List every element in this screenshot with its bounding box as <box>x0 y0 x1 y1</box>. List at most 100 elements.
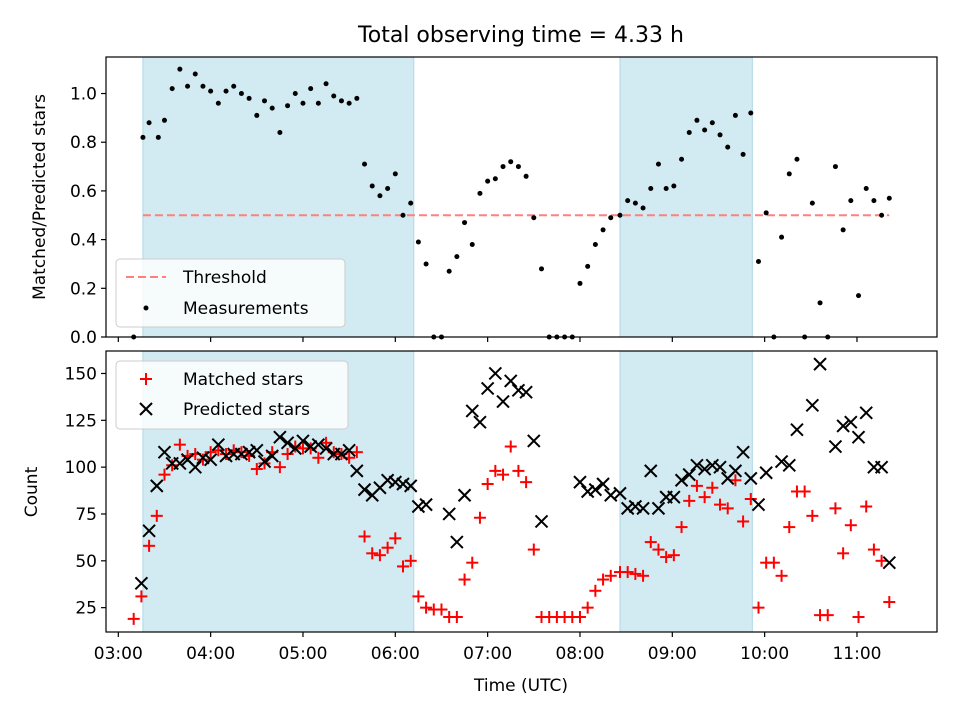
matched-point <box>489 464 502 477</box>
matched-point <box>466 556 479 569</box>
predicted-point <box>511 383 526 398</box>
measurement-point <box>840 227 846 233</box>
measurement-point <box>354 95 360 101</box>
matched-point <box>698 491 711 504</box>
matched-point <box>573 611 586 624</box>
measurement-point <box>140 134 146 140</box>
predicted-point <box>457 488 472 502</box>
legend-matched-swatch <box>140 373 152 385</box>
cross-b <box>265 449 279 463</box>
bottom-panel-x-ticks: 03:00 04:00 05:00 06:00 07:00 08:00 09:00 10:00… <box>94 632 881 664</box>
matched-point <box>652 543 665 556</box>
predicted-point <box>388 475 403 489</box>
x-axis-label: Time (UTC) <box>473 676 568 696</box>
measurement-point <box>625 198 631 204</box>
matched-point <box>250 463 263 476</box>
measurement-point <box>763 210 769 216</box>
cross-b <box>411 499 426 514</box>
measurement-point <box>694 117 700 123</box>
matched-point <box>744 492 757 505</box>
cross-b <box>150 479 164 493</box>
cross-b <box>350 464 364 478</box>
predicted-point <box>859 406 873 420</box>
bottom-panel-points <box>127 357 897 625</box>
cross-b <box>573 475 587 489</box>
predicted-point <box>813 357 827 371</box>
matched-point <box>783 521 796 534</box>
bottom-panel: 25 50 75 100 125 150 03:00 04:00 05:00 06:00 07:0… <box>22 350 938 664</box>
predicted-point <box>134 576 149 591</box>
x-tick-label: 11:00 <box>832 644 881 664</box>
cross-b <box>342 443 356 457</box>
cross-b <box>682 467 696 482</box>
cross-b <box>851 430 866 444</box>
x-tick-label: 03:00 <box>94 644 143 664</box>
predicted-point <box>828 439 843 454</box>
cross-b <box>836 419 850 433</box>
predicted-point <box>774 454 789 469</box>
predicted-point <box>342 443 356 457</box>
cross-b <box>504 374 518 388</box>
predicted-point <box>705 458 720 472</box>
predicted-point <box>534 514 549 529</box>
predicted-point <box>411 499 426 514</box>
matched-point <box>281 448 294 461</box>
predicted-point <box>613 486 627 501</box>
cross-b <box>319 441 333 456</box>
measurement-point <box>392 171 398 177</box>
measurement-point <box>577 280 583 286</box>
predicted-point <box>744 471 758 486</box>
predicted-point <box>265 449 279 463</box>
measurement-point <box>238 91 244 97</box>
shaded-span <box>619 56 753 338</box>
measurement-point <box>408 200 414 206</box>
measurement-point <box>177 66 183 72</box>
predicted-point <box>273 430 287 444</box>
cross-b <box>419 497 433 512</box>
cross-b <box>651 501 666 516</box>
cross-b <box>303 439 318 454</box>
y-tick-label: 0.6 <box>70 182 97 202</box>
matched-point <box>381 541 394 554</box>
measurement-point <box>725 144 731 150</box>
measurement-point <box>686 129 692 135</box>
y-tick-label: 25 <box>75 599 97 619</box>
cross-b <box>257 454 272 469</box>
measurement-point <box>292 91 298 97</box>
y-tick-label: 0.2 <box>70 279 97 299</box>
cross-b <box>311 437 326 452</box>
predicted-point <box>450 535 464 549</box>
cross-b <box>713 460 727 474</box>
predicted-point <box>173 456 187 471</box>
predicted-point <box>697 462 712 476</box>
matched-point <box>420 601 433 614</box>
predicted-point <box>319 441 333 456</box>
measurement-point <box>856 293 862 299</box>
matched-point <box>481 478 494 491</box>
y-tick-label: 0.8 <box>70 133 97 153</box>
cross-b <box>219 449 233 463</box>
predicted-point <box>280 436 295 450</box>
predicted-point <box>211 437 226 452</box>
matched-point <box>821 609 834 622</box>
matched-point <box>798 485 811 498</box>
x-tick-label: 04:00 <box>186 644 235 664</box>
x-tick-label: 06:00 <box>371 644 420 664</box>
bottom-panel-legend: Matched stars Predicted stars <box>115 360 349 430</box>
cross-b <box>334 447 349 461</box>
cross-b <box>142 524 156 538</box>
predicted-point <box>882 555 897 570</box>
measurement-point <box>632 200 638 206</box>
legend-measurements-label: Measurements <box>183 299 309 319</box>
predicted-point <box>296 434 310 448</box>
measurement-point <box>331 93 337 99</box>
matched-point <box>589 584 602 597</box>
measurement-point <box>608 215 614 221</box>
matched-point <box>706 481 719 494</box>
predicted-point <box>728 464 743 478</box>
predicted-point <box>188 460 202 474</box>
cross-b <box>813 357 827 371</box>
predicted-point <box>636 501 650 516</box>
predicted-point <box>782 458 796 472</box>
cross-b <box>782 458 796 472</box>
